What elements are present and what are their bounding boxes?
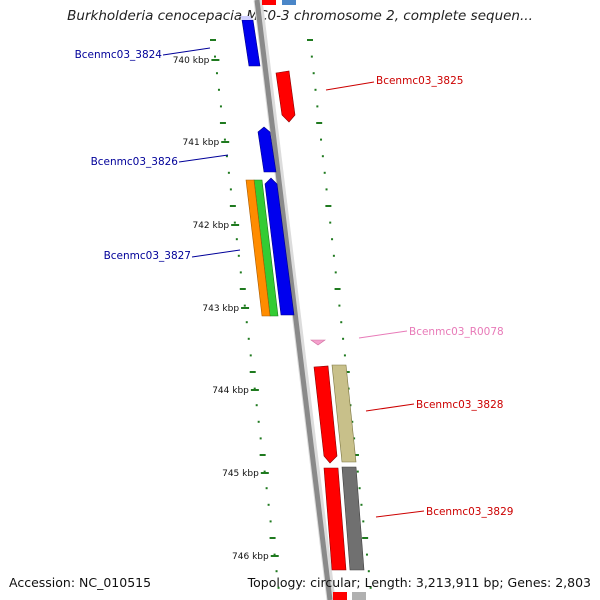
gene-bcenmc03-3827[interactable] bbox=[264, 177, 295, 316]
scale-label: 744 kbp bbox=[212, 386, 249, 396]
forward-strand-genes bbox=[275, 70, 366, 600]
gene-bcenmc03-3824-cap bbox=[240, 16, 253, 20]
scale-label: 740 kbp bbox=[173, 56, 210, 66]
gene-orange-track bbox=[245, 179, 271, 317]
gene-bcenmc03-3826[interactable] bbox=[257, 126, 277, 173]
leader-r0078 bbox=[358, 330, 408, 339]
gene-bcenmc03-3828[interactable] bbox=[313, 365, 338, 464]
topology-summary: Topology: circular; Length: 3,213,911 bp… bbox=[247, 575, 591, 590]
map-title: Burkholderia cenocepacia MC0-3 chromosom… bbox=[67, 8, 533, 24]
reverse-strand-genes bbox=[240, 16, 295, 317]
edge-feature-bottom-gray bbox=[352, 592, 366, 600]
label-bcenmc03-3829[interactable]: Bcenmc03_3829 bbox=[426, 506, 513, 518]
label-bcenmc03-3824[interactable]: Bcenmc03_3824 bbox=[75, 49, 163, 61]
leader-3825 bbox=[325, 81, 375, 91]
label-bcenmc03-3826[interactable]: Bcenmc03_3826 bbox=[91, 156, 179, 168]
backbone bbox=[253, 0, 336, 600]
leader-3828 bbox=[365, 403, 415, 412]
scale-label: 741 kbp bbox=[183, 138, 220, 148]
edge-feature-bottom-red bbox=[333, 592, 347, 600]
leader-3829 bbox=[375, 510, 425, 518]
label-bcenmc03-3827[interactable]: Bcenmc03_3827 bbox=[104, 250, 191, 262]
scale-label: 743 kbp bbox=[202, 304, 239, 314]
gene-bcenmc03-r0078[interactable] bbox=[310, 339, 326, 346]
gene-olive-track bbox=[331, 364, 357, 463]
scale-label: 745 kbp bbox=[222, 469, 259, 479]
edge-feature-red bbox=[262, 0, 276, 5]
backbone-line bbox=[254, 0, 333, 600]
leader-lines bbox=[162, 47, 425, 518]
gene-bcenmc03-3825[interactable] bbox=[275, 70, 296, 123]
edge-feature-steelblue bbox=[282, 0, 296, 5]
label-bcenmc03-3828[interactable]: Bcenmc03_3828 bbox=[416, 399, 503, 411]
edge-features-top bbox=[262, 0, 296, 5]
feature-labels: Bcenmc03_3824 Bcenmc03_3825 Bcenmc03_382… bbox=[75, 49, 514, 518]
leader-3826 bbox=[178, 154, 229, 163]
leader-3827 bbox=[191, 249, 241, 258]
scale-ticks-left bbox=[210, 39, 280, 589]
scale-label: 742 kbp bbox=[192, 221, 229, 231]
leader-3824 bbox=[162, 47, 211, 56]
scale-labels: 740 kbp 741 kbp 742 kbp 743 kbp 744 kbp 745 k… bbox=[173, 56, 279, 562]
label-bcenmc03-r0078[interactable]: Bcenmc03_R0078 bbox=[409, 326, 504, 338]
gene-bcenmc03-3829[interactable] bbox=[323, 467, 347, 571]
gene-gray-track bbox=[341, 466, 365, 571]
label-bcenmc03-3825[interactable]: Bcenmc03_3825 bbox=[376, 75, 463, 87]
accession-text: Accession: NC_010515 bbox=[9, 575, 152, 590]
scale-label: 746 kbp bbox=[232, 552, 269, 562]
